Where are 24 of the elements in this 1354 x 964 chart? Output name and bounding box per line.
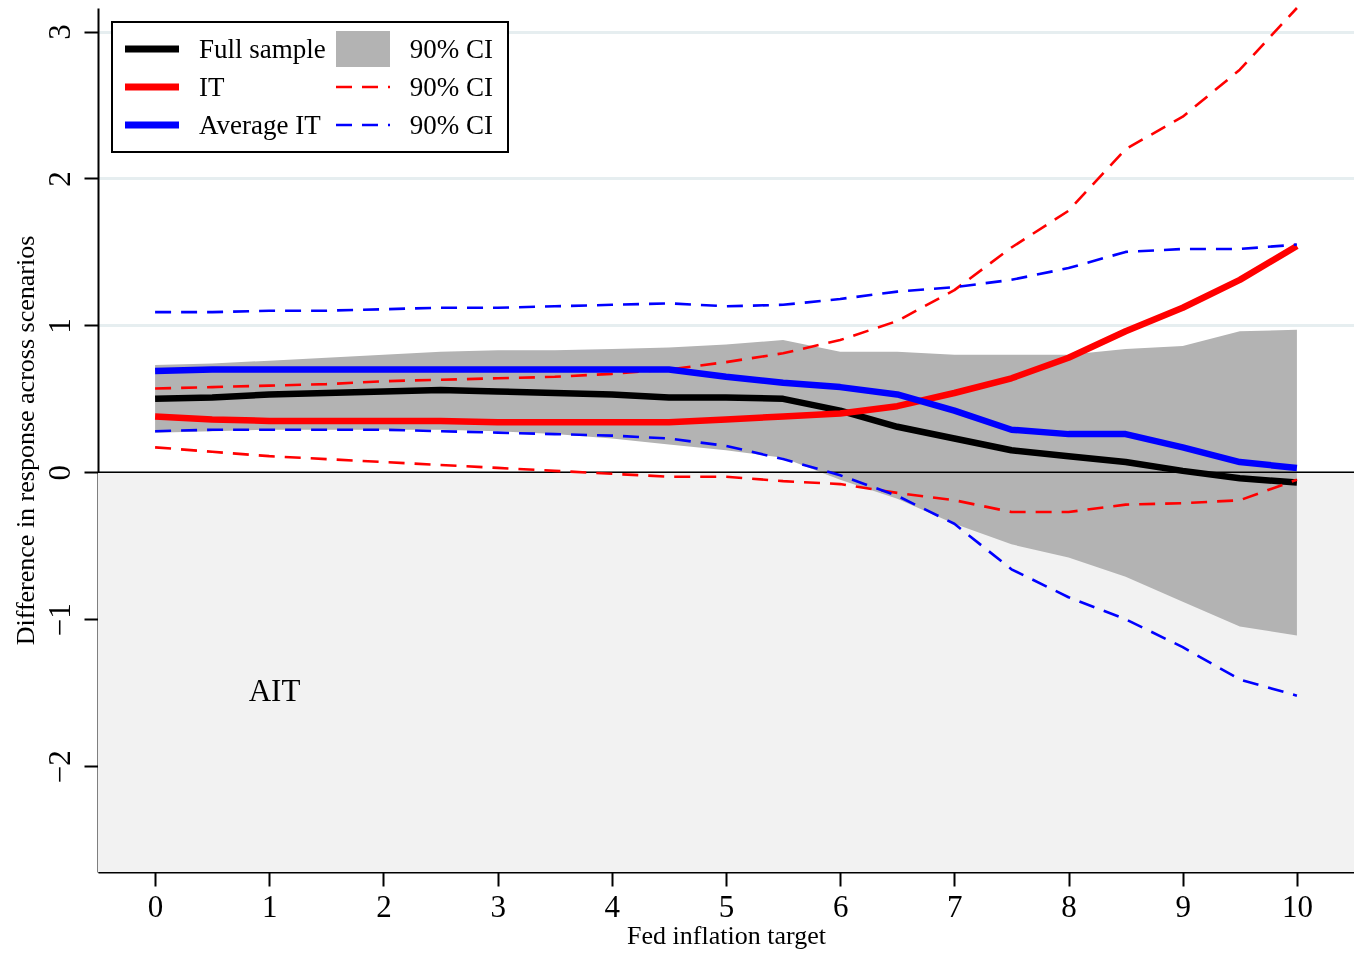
x-tick-label: 9 xyxy=(1175,888,1191,924)
x-tick-label: 1 xyxy=(262,888,278,924)
y-axis-title: Difference in response across scenarios xyxy=(10,235,40,646)
x-tick-label: 4 xyxy=(604,888,621,924)
legend-label: 90% CI xyxy=(409,109,493,141)
x-tick-label: 7 xyxy=(947,888,963,924)
y-tick-label: 2 xyxy=(41,171,77,187)
legend-label: Full sample xyxy=(199,33,326,65)
y-tick-label: 1 xyxy=(41,318,77,334)
y-tick-label: −2 xyxy=(41,750,77,784)
x-tick-label: 6 xyxy=(832,888,849,924)
legend-label: IT xyxy=(199,71,225,103)
x-tick-label: 10 xyxy=(1281,888,1313,924)
y-tick-label: −1 xyxy=(41,603,77,637)
legend-label: 90% CI xyxy=(409,71,493,103)
y-tick-label: 0 xyxy=(41,465,77,481)
x-tick-label: 3 xyxy=(490,888,506,924)
legend-label: Average IT xyxy=(199,109,321,141)
x-tick-label: 0 xyxy=(147,888,164,924)
y-tick-label: 3 xyxy=(41,24,77,40)
legend-label: 90% CI xyxy=(409,33,493,65)
band-label: AIT xyxy=(248,673,301,709)
x-tick-label: 8 xyxy=(1061,888,1077,924)
x-tick-label: 2 xyxy=(376,888,392,924)
